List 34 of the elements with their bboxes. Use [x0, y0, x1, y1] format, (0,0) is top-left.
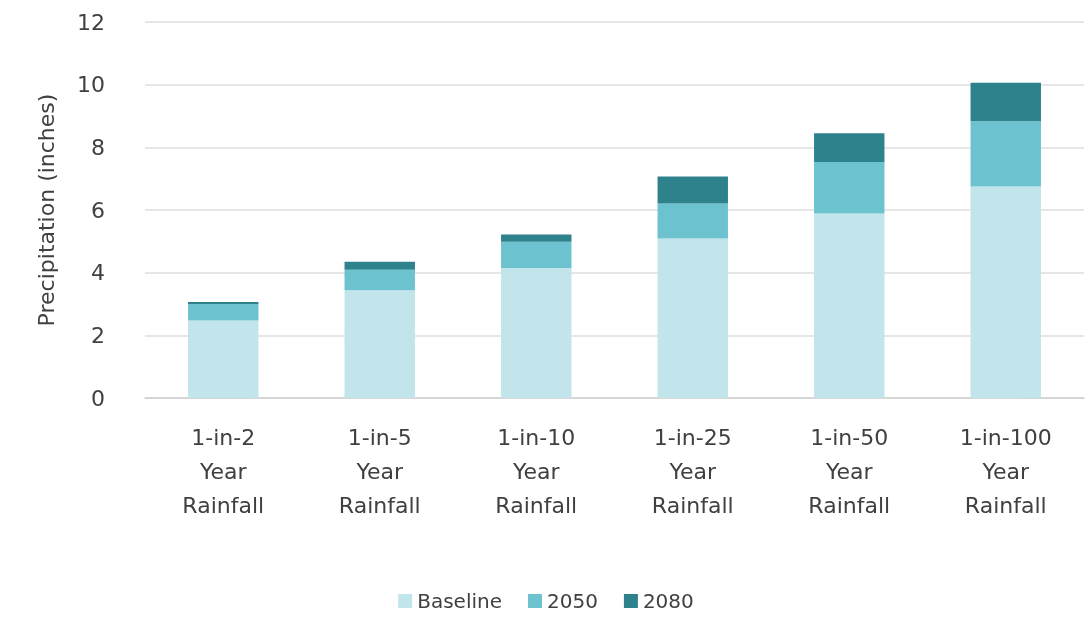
legend-label: Baseline	[417, 589, 502, 613]
x-tick-label: 1-in-10 Year Rainfall	[495, 424, 578, 518]
bar	[344, 290, 415, 398]
x-tick-label: 1-in-25 Year Rainfall	[651, 424, 734, 518]
x-tick-label: 1-in-50 Year Rainfall	[808, 424, 891, 518]
x-tick-label: 1-in-100 Year Rainfall	[959, 424, 1052, 518]
bar	[188, 320, 259, 398]
bar	[814, 133, 885, 163]
x-tick-label: 1-in-5 Year Rainfall	[338, 424, 421, 518]
bar	[501, 267, 572, 398]
legend-label: 2050	[547, 589, 598, 613]
bar	[501, 241, 572, 268]
bar	[657, 238, 728, 398]
bar	[970, 82, 1041, 122]
y-tick-label: 2	[91, 322, 105, 348]
bar	[657, 203, 728, 239]
bar	[188, 304, 259, 321]
y-tick-label: 0	[91, 385, 105, 411]
y-tick-label: 12	[77, 9, 105, 35]
x-tick-label: 1-in-2 Year Rainfall	[182, 424, 265, 518]
y-tick-label: 6	[91, 197, 105, 223]
bar	[814, 213, 885, 398]
y-tick-label: 4	[91, 260, 105, 286]
bar	[814, 162, 885, 214]
bar	[657, 176, 728, 204]
bar	[970, 121, 1041, 187]
y-tick-label: 8	[91, 134, 105, 160]
bar	[970, 186, 1041, 398]
bar	[344, 269, 415, 291]
legend-label: 2080	[642, 589, 694, 613]
bar	[344, 261, 415, 270]
y-tick-label: 10	[77, 72, 105, 98]
bar	[501, 234, 572, 242]
y-axis-title: Precipitation (inches)	[33, 93, 59, 327]
